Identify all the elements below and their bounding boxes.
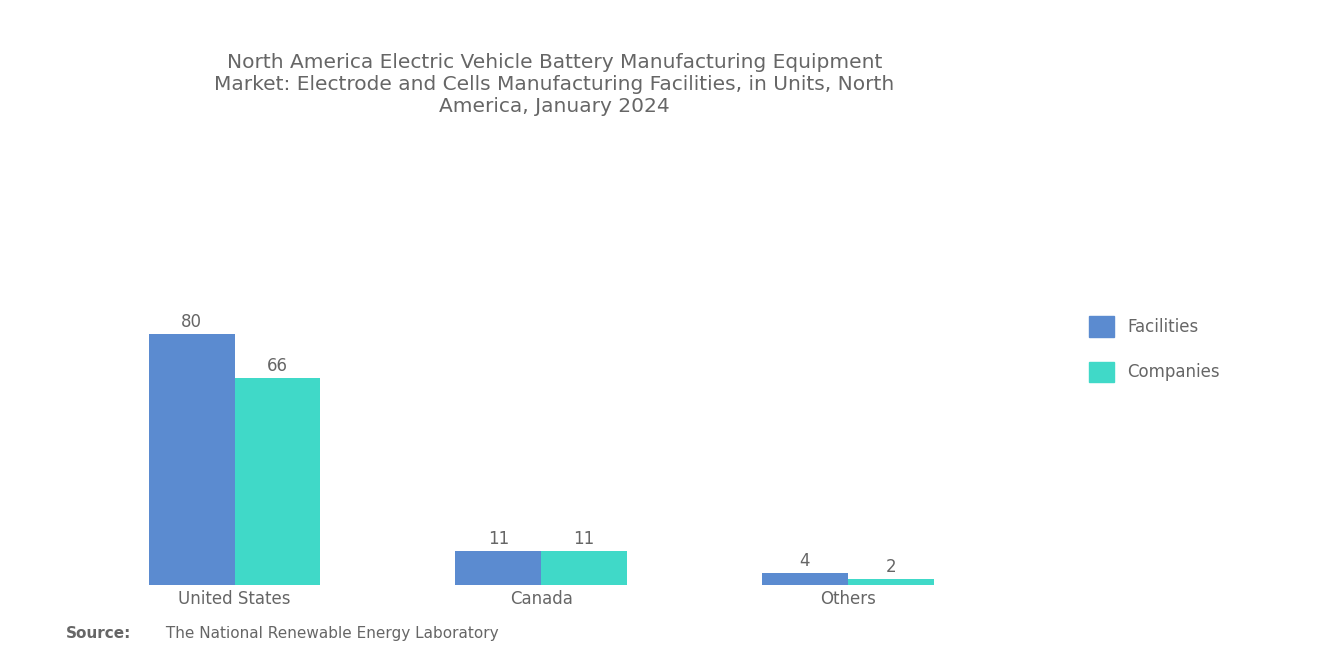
Text: 11: 11: [487, 530, 510, 548]
Bar: [235, 378, 321, 585]
Legend: Facilities, Companies: Facilities, Companies: [1072, 300, 1237, 398]
Text: 80: 80: [181, 313, 202, 331]
Text: 4: 4: [800, 552, 810, 570]
Text: The National Renewable Energy Laboratory: The National Renewable Energy Laboratory: [161, 626, 499, 642]
Bar: [847, 579, 933, 585]
Text: 2: 2: [886, 559, 896, 577]
Bar: [149, 334, 235, 585]
Bar: [541, 551, 627, 585]
Bar: [455, 551, 541, 585]
Text: Source:: Source:: [66, 626, 132, 642]
Text: 11: 11: [573, 530, 595, 548]
Bar: [762, 573, 847, 585]
Text: 66: 66: [267, 357, 288, 375]
Text: North America Electric Vehicle Battery Manufacturing Equipment
Market: Electrode: North America Electric Vehicle Battery M…: [214, 53, 895, 116]
